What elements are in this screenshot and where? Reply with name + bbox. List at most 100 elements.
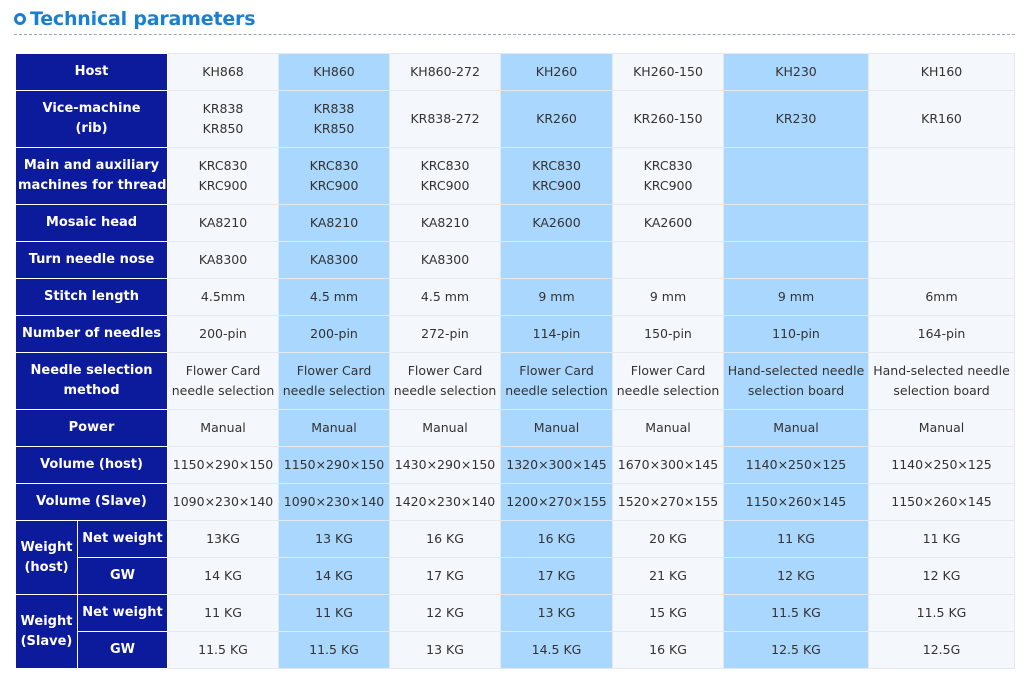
table-cell: [500, 241, 614, 279]
table-cell: KRC830 KRC900: [278, 147, 391, 205]
cell-text: KH860-272: [410, 64, 480, 79]
table-cell: KA8300: [167, 241, 280, 279]
cell-text: 16 KG: [537, 531, 576, 546]
cell-text: KR838-272: [410, 111, 480, 126]
cell-text: 11 KG: [777, 531, 815, 546]
table-cell: [723, 204, 870, 242]
cell-text: (host): [24, 559, 69, 575]
table-cell: 1150×290×150: [167, 446, 280, 484]
cell-text: Number of needles: [21, 326, 162, 341]
cell-text: 1320×300×145: [506, 457, 607, 472]
table-cell: Manual: [868, 409, 1016, 447]
table-cell: 12.5G: [868, 631, 1016, 669]
cell-text: 1150×290×150: [283, 457, 385, 472]
table-cell: 12 KG: [723, 557, 870, 595]
table-row: Number of needles 200-pin 200-pin 272-pin 11…: [14, 315, 1016, 353]
cell-text: KRC830: [420, 158, 470, 173]
cell-text: KRC830: [532, 158, 581, 173]
cell-text: needle selection: [171, 383, 275, 398]
cell-text: KRC900: [532, 178, 581, 193]
table-cell: 1090×230×140: [167, 483, 280, 521]
table-cell: 110-pin: [723, 315, 870, 353]
table-cell: 1200×270×155: [500, 483, 614, 521]
table-cell: Manual: [500, 409, 614, 447]
cell-text: 13 KG: [315, 531, 353, 546]
table-row: Volume (Slave) 1090×230×140 1090×230×140 14…: [14, 483, 1016, 521]
table-row: Stitch length 4.5mm 4.5 mm 4.5 mm 9 mm 9 mm 9 …: [14, 278, 1016, 316]
cell-text: selection board: [893, 383, 990, 398]
table-cell: [868, 147, 1016, 205]
cell-text: Hand-selected needle: [873, 363, 1010, 378]
table-row: Main and auxiliary machines for thread KRC…: [14, 147, 1016, 205]
cell-text: KA8210: [420, 215, 470, 230]
cell-text: 1150×290×150: [172, 457, 274, 472]
cell-text: 1090×230×140: [172, 494, 274, 509]
cell-text: Manual: [533, 420, 580, 435]
cell-text: KH868: [202, 64, 244, 79]
cell-text: KRC900: [198, 178, 248, 193]
cell-text: 21 KG: [649, 568, 687, 583]
table-cell: 11.5 KG: [278, 631, 391, 669]
cell-text: Flower Card: [407, 363, 483, 378]
cell-text: KR850: [313, 121, 355, 136]
cell-text: 6mm: [925, 289, 958, 304]
cell-text: 1140×250×125: [745, 457, 847, 472]
table-cell: [868, 241, 1016, 279]
row-header: Volume (host): [14, 446, 169, 484]
table-cell: 11 KG: [278, 594, 391, 632]
cell-text: KH230: [775, 64, 817, 79]
row-header: Needle selection method: [14, 352, 169, 410]
cell-text: KH260-150: [633, 64, 703, 79]
cell-text: 1090×230×140: [283, 494, 385, 509]
cell-text: KA8300: [420, 252, 470, 267]
row-header: Host: [14, 53, 169, 91]
cell-text: 16 KG: [649, 642, 687, 657]
cell-text: KH160: [920, 64, 963, 79]
table-row: GW 14 KG 14 KG 17 KG 17 KG 21 KG 12 KG 12 KG: [16, 557, 1016, 595]
cell-text: KA2600: [643, 215, 693, 230]
cell-text: 1150×260×145: [745, 494, 847, 509]
cell-text: 150-pin: [644, 326, 692, 341]
table-cell: KR260: [500, 90, 614, 148]
table-cell: KA8210: [389, 204, 502, 242]
table-cell: 14 KG: [167, 557, 280, 595]
table-cell: 16 KG: [612, 631, 725, 669]
table-cell: 1520×270×155: [612, 483, 725, 521]
table-row: Turn needle nose KA8300 KA8300 KA8300: [14, 241, 1016, 279]
cell-text: 11 KG: [922, 531, 961, 546]
cell-text: 12 KG: [777, 568, 815, 583]
cell-text: Volume (Slave): [36, 494, 147, 509]
cell-text: 17 KG: [537, 568, 576, 583]
table-cell: 14 KG: [278, 557, 391, 595]
table-cell: KA2600: [500, 204, 614, 242]
cell-text: Weight: [20, 613, 73, 629]
table-cell: Flower Card needle selection: [500, 352, 614, 410]
table-cell: 11 KG: [868, 520, 1016, 558]
row-header: Power: [14, 409, 169, 447]
cell-text: KR160: [921, 111, 962, 126]
cell-text: Power: [68, 420, 115, 435]
cell-text: Vice-machine: [42, 101, 141, 116]
table-cell: 15 KG: [612, 594, 725, 632]
table-cell: KH860-272: [389, 53, 502, 91]
cell-text: KR230: [775, 111, 817, 126]
table-cell: 9 mm: [723, 278, 870, 316]
cell-text: 4.5 mm: [309, 289, 359, 304]
dashed-divider: [14, 34, 1015, 35]
cell-text: 14 KG: [315, 568, 353, 583]
table-cell: 11.5 KG: [167, 631, 280, 669]
table-cell: 11.5 KG: [723, 594, 870, 632]
table-cell: KH260-150: [612, 53, 725, 91]
cell-text: GW: [110, 568, 136, 583]
technical-parameters-table: Host KH868 KH860 KH860-272 KH260 KH260-150 KH2…: [14, 53, 1016, 669]
table-cell: KR230: [723, 90, 870, 148]
row-subheader: Net weight: [76, 520, 169, 558]
table-cell: 1420×230×140: [389, 483, 502, 521]
cell-text: 12 KG: [922, 568, 961, 583]
cell-text: KA8210: [309, 215, 359, 230]
cell-text: KR838: [202, 101, 244, 116]
cell-text: 114-pin: [532, 326, 581, 341]
table-row: Vice-machine (rib) KR838 KR850 KR838 KR850 KR8…: [14, 90, 1016, 148]
row-subheader: Net weight: [76, 594, 169, 632]
table-cell: KRC830 KRC900: [167, 147, 280, 205]
